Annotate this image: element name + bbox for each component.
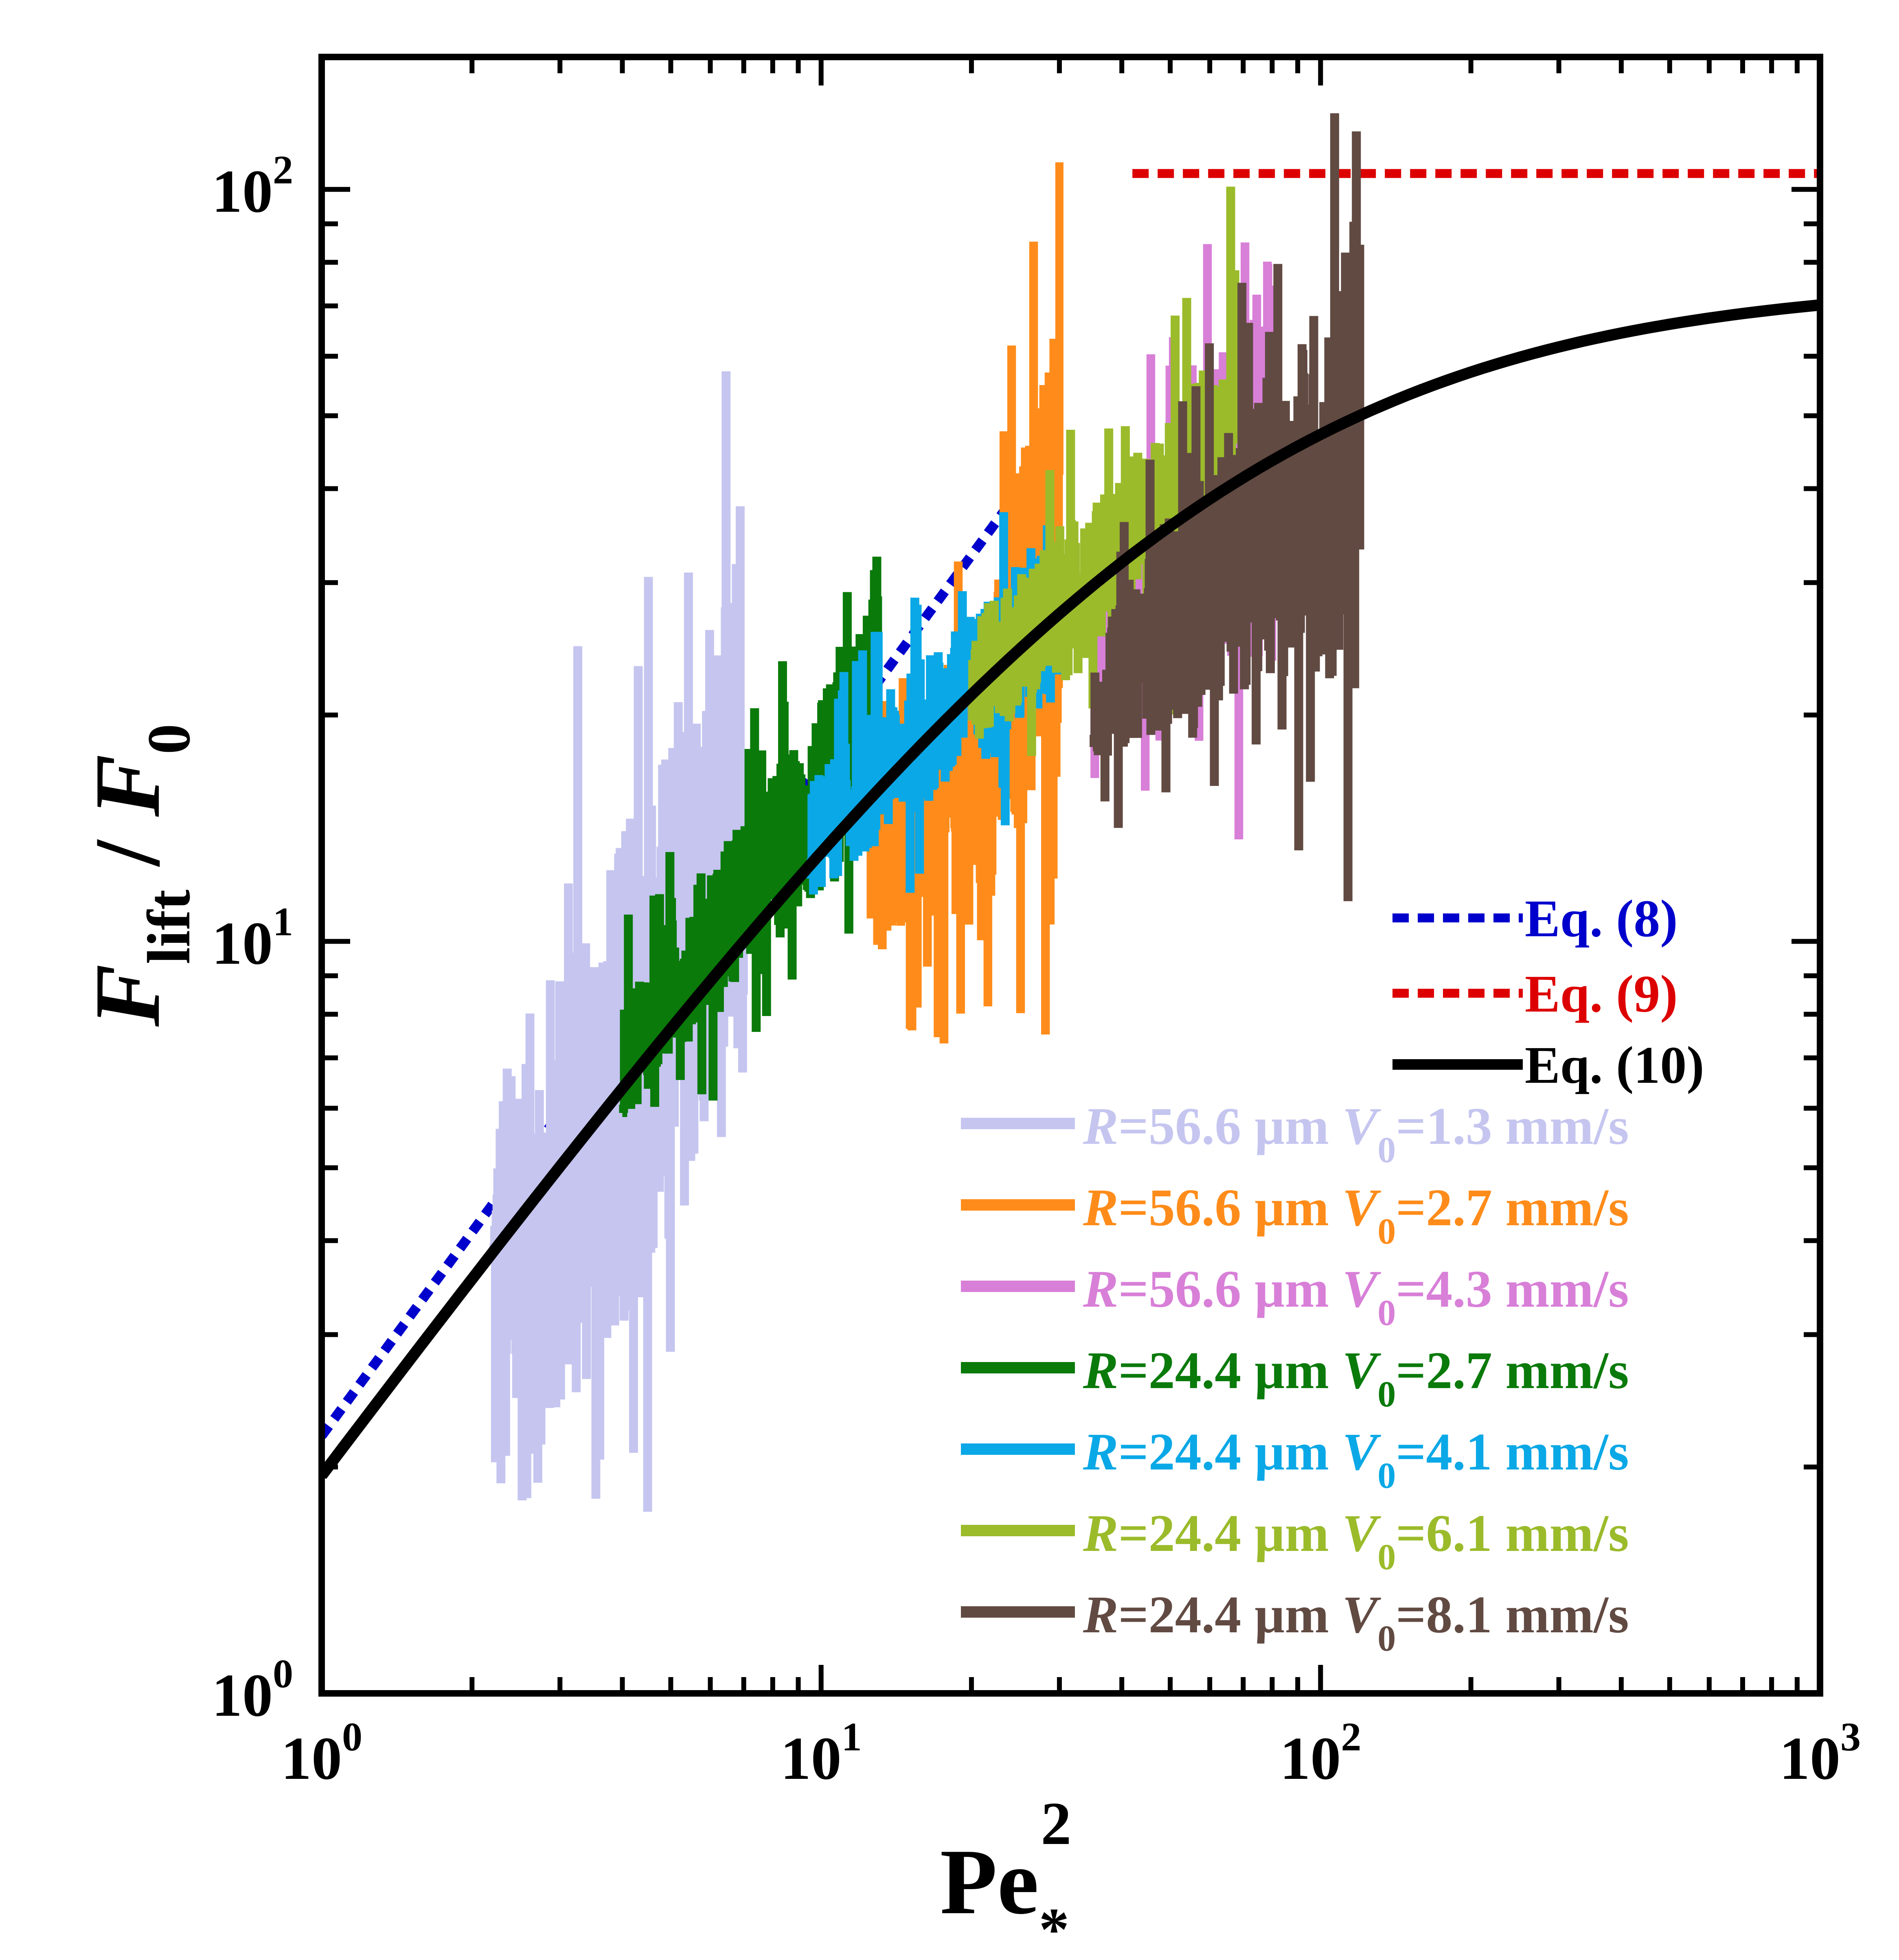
x-tick-label-exp: 2: [1341, 1714, 1361, 1759]
legend-label-series-4: R=24.4 µm V0=2.7 mm/s: [1083, 1341, 1629, 1415]
y-axis-title-num: F: [75, 964, 179, 1027]
x-tick-label-exp: 1: [842, 1714, 862, 1759]
legend-label-eq10: Eq. (10): [1525, 1036, 1704, 1095]
legend-label-eq8: Eq. (8): [1525, 889, 1678, 948]
legend-label-series-2: R=56.6 µm V0=2.7 mm/s: [1083, 1178, 1629, 1252]
legend-label-eq9: Eq. (9): [1525, 965, 1678, 1023]
legend-label-series-7: R=24.4 µm V0=8.1 mm/s: [1083, 1586, 1629, 1659]
y-axis-title-sep: /: [75, 817, 179, 889]
y-tick-label-base: 10: [212, 1662, 273, 1729]
x-tick-label: 102: [1280, 1714, 1361, 1792]
y-tick-label-exp: 1: [273, 899, 293, 944]
series-trace-7: [1090, 113, 1364, 901]
plot-frame: [318, 54, 1823, 1697]
equation-curve-eq10: [322, 299, 1820, 1479]
x-tick-label-base: 10: [781, 1725, 842, 1792]
legend-label-series-3: R=56.6 µm V0=4.3 mm/s: [1083, 1260, 1629, 1333]
y-tick-label-base: 10: [212, 158, 273, 225]
y-axis-title: Flift / F0: [75, 724, 203, 1027]
x-tick-label: 101: [781, 1714, 862, 1792]
legend: Eq. (8) Eq. (9) Eq. (10) R=56.6 µm V0=1.…: [961, 889, 1704, 1659]
y-tick-label-base: 10: [212, 910, 273, 977]
y-tick-label: 102: [212, 147, 293, 225]
y-tick-label: 100: [212, 1651, 293, 1729]
x-tick-label: 103: [1779, 1714, 1861, 1792]
legend-label-series-5: R=24.4 µm V0=4.1 mm/s: [1083, 1423, 1629, 1496]
y-axis-title-den-sub: 0: [135, 724, 203, 754]
x-axis-title-sub: *: [1039, 1896, 1069, 1960]
y-axis-title-den: F: [75, 754, 179, 817]
y-tick-label-exp: 0: [273, 1651, 293, 1696]
x-tick-label: 100: [281, 1714, 362, 1792]
y-tick-label-exp: 2: [273, 147, 293, 192]
x-axis-title-sup: 2: [1041, 1790, 1071, 1857]
legend-label-series-1: R=56.6 µm V0=1.3 mm/s: [1083, 1097, 1629, 1170]
x-tick-label-base: 10: [1779, 1725, 1840, 1792]
x-axis-title: Pe* 2: [940, 1790, 1072, 1960]
x-axis-title-base: Pe: [940, 1830, 1039, 1934]
series-trace-1: [489, 371, 748, 1512]
x-tick-label-exp: 3: [1840, 1714, 1861, 1759]
x-tick-label-base: 10: [1280, 1725, 1341, 1792]
x-tick-label-exp: 0: [342, 1714, 362, 1759]
y-tick-label: 101: [212, 899, 293, 977]
y-axis-title-num-sub: lift: [135, 889, 203, 964]
x-tick-label-base: 10: [281, 1725, 342, 1792]
legend-label-series-6: R=24.4 µm V0=6.1 mm/s: [1083, 1504, 1629, 1577]
